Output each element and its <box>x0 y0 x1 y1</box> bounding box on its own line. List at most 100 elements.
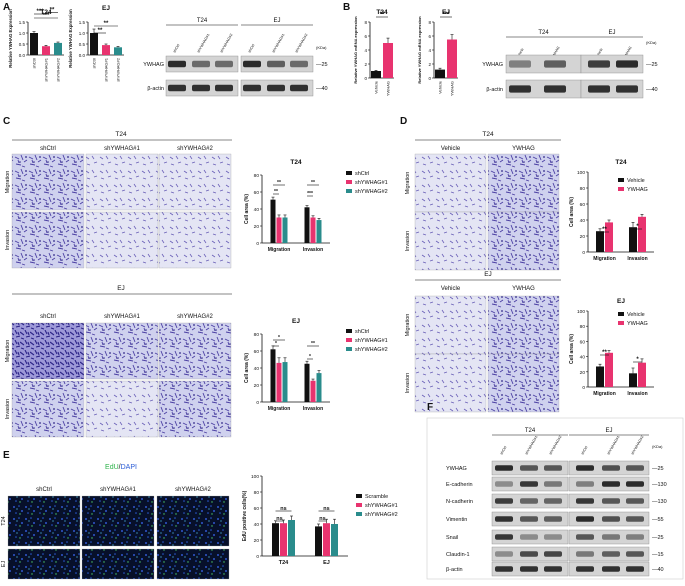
bar <box>282 362 288 402</box>
blot-band <box>576 498 594 504</box>
blot-band <box>626 551 644 557</box>
significance-label: *** <box>36 9 44 15</box>
blot-band <box>544 60 566 68</box>
blot-band <box>520 534 538 540</box>
cell-line-title: EJ <box>117 285 125 292</box>
blot-band <box>544 551 562 557</box>
y-tick-label: 80 <box>580 324 586 330</box>
y-tick-label: 8 <box>428 20 431 25</box>
fluorescence-micrograph <box>156 495 230 547</box>
legend-label: shYWHAG#1 <box>365 503 398 509</box>
kda-marker: —25 <box>652 535 664 541</box>
y-tick-label: 2 <box>428 62 431 67</box>
blot-lane-label: shYWHAG#1 <box>196 33 210 54</box>
bar <box>42 46 50 55</box>
chart-D_T24: 0 20 40 60 80 100 T24 Cell area (%) Migration Inv… <box>569 159 654 262</box>
blot-row-label: Snail <box>446 535 458 541</box>
micrograph <box>11 153 85 211</box>
bar <box>280 523 287 556</box>
bar <box>114 47 122 55</box>
column-label: shYWHAG#2 <box>177 314 213 320</box>
bar <box>54 42 62 55</box>
chart-C_EJ: 0 20 40 60 80 EJ Cell area (%) Migration Invasio… <box>244 318 388 412</box>
bar <box>331 524 338 556</box>
blot-lane-label: shYWHAG#1 <box>524 435 538 456</box>
y-tick-label: 0 <box>582 385 585 391</box>
blot-band <box>495 516 513 522</box>
y-axis-label: Cell area (%) <box>569 334 575 364</box>
panel-letter: D <box>400 116 407 127</box>
legend-label: shYWHAG#2 <box>365 512 398 518</box>
blot-band <box>495 481 513 487</box>
micrograph <box>158 322 232 380</box>
chart-D_EJ: 0 20 40 60 80 100 EJ Cell area (%) Migration Inva… <box>569 298 654 397</box>
blot-band <box>626 516 644 522</box>
significance-label: ** <box>274 189 278 195</box>
x-tick-label: shYWHAG#1 <box>44 57 49 82</box>
blot-row-label: Vimentin <box>446 517 467 523</box>
blot-band <box>509 85 531 93</box>
y-tick-label: 40 <box>254 207 260 213</box>
bar <box>90 33 98 55</box>
y-axis-label: Cell area (%) <box>244 194 250 224</box>
y-tick-label: 1.0 <box>79 31 86 36</box>
micrograph <box>414 353 487 413</box>
blot-band <box>168 60 186 68</box>
panel-letter: A <box>3 2 10 13</box>
blot-band <box>576 534 594 540</box>
micrograph <box>158 211 232 269</box>
y-tick-label: 20 <box>254 383 260 389</box>
chart-title: EJ <box>102 5 110 12</box>
x-tick-label: shYWHAG#2 <box>116 57 121 82</box>
y-axis-label: Relative YWHAG Expression <box>68 9 73 68</box>
blot-band <box>243 84 261 92</box>
y-tick-label: 80 <box>254 490 260 496</box>
chart-title: EJ <box>617 298 625 305</box>
y-tick-label: 0 <box>428 76 431 81</box>
x-tick-label: Invasion <box>627 391 647 397</box>
x-tick-label: Vehicle <box>374 80 379 94</box>
y-tick-label: 0 <box>256 400 259 406</box>
blot-band <box>544 566 562 572</box>
legend-swatch <box>618 187 624 191</box>
y-tick-label: 100 <box>577 309 585 315</box>
blot-band <box>544 85 566 93</box>
blot-band <box>267 84 285 92</box>
column-label: shYWHAG#2 <box>177 146 213 152</box>
column-label: shCtrl <box>40 146 56 152</box>
bar <box>304 207 310 243</box>
panel-E-micrographs: EdU/DAPI shCtrl shYWHAG#1 shYWHAG#2 T24 EJ <box>1 464 230 580</box>
micrograph <box>414 211 487 271</box>
row-label: Invasion <box>5 399 11 420</box>
blot-band <box>576 551 594 557</box>
y-tick-label: 1.5 <box>19 20 26 25</box>
legend-label: shYWHAG#1 <box>355 338 388 344</box>
bar <box>315 526 322 556</box>
panel-F-frame <box>426 417 684 580</box>
blot-band <box>616 60 638 68</box>
bar <box>288 520 295 556</box>
bar <box>605 352 613 387</box>
bar <box>629 373 637 387</box>
legend-swatch <box>618 321 624 325</box>
significance-label: ** <box>311 180 315 186</box>
micrograph <box>11 211 85 269</box>
x-tick-label: Migration <box>268 247 291 253</box>
legend-label: YWHAG <box>627 321 648 327</box>
blot-band <box>495 498 513 504</box>
significance-label: *** <box>307 191 313 197</box>
blot-band <box>495 534 513 540</box>
blot-band <box>626 566 644 572</box>
y-tick-label: 80 <box>580 186 586 192</box>
x-tick-label: YWHAG <box>450 81 455 96</box>
y-tick-label: 60 <box>254 506 260 512</box>
blot-group-label: EJ <box>273 18 280 24</box>
blot-band <box>576 516 594 522</box>
legend-label: shYWHAG#1 <box>355 180 388 186</box>
y-tick-label: 20 <box>254 224 260 230</box>
blot-band <box>616 85 638 93</box>
x-tick-label: shYWHAG#2 <box>56 57 61 82</box>
blot-band <box>520 498 538 504</box>
